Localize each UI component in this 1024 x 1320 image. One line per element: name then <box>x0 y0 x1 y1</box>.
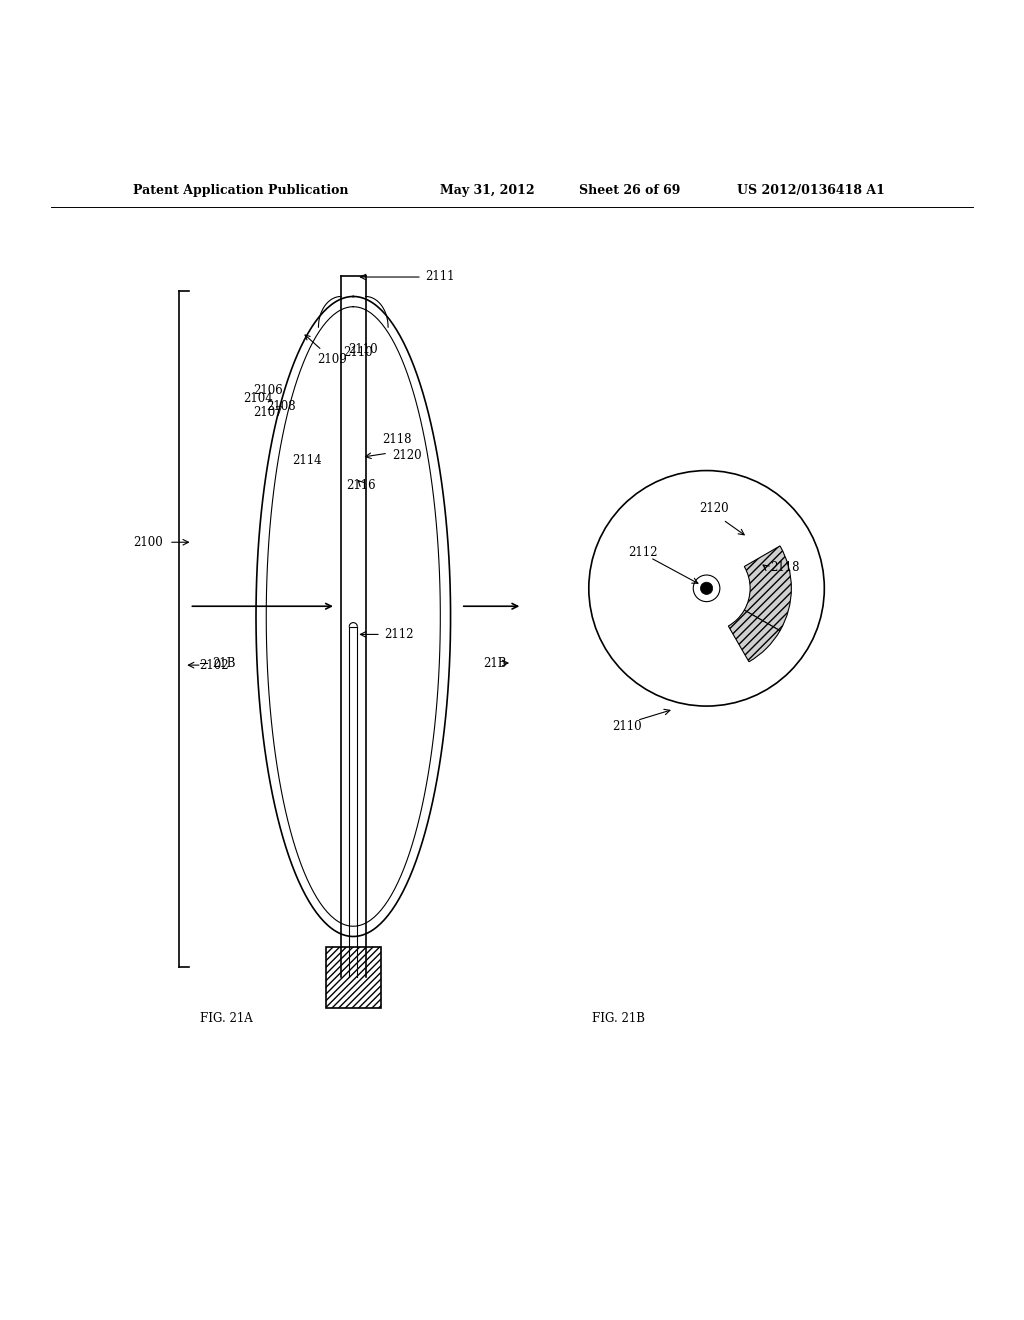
Text: 2110: 2110 <box>348 343 378 356</box>
Text: 2102: 2102 <box>200 659 229 672</box>
Text: 2114: 2114 <box>292 454 322 467</box>
Text: 21B: 21B <box>483 656 507 669</box>
Text: 2110: 2110 <box>343 346 373 359</box>
Text: US 2012/0136418 A1: US 2012/0136418 A1 <box>737 183 885 197</box>
Text: 2118: 2118 <box>770 561 800 574</box>
Text: Patent Application Publication: Patent Application Publication <box>133 183 348 197</box>
Wedge shape <box>744 546 792 631</box>
Text: 2111: 2111 <box>425 269 455 282</box>
Text: 2106: 2106 <box>253 384 283 397</box>
Text: 2110: 2110 <box>612 721 642 733</box>
Text: 21B: 21B <box>212 656 236 669</box>
Wedge shape <box>728 610 780 661</box>
Text: 2108: 2108 <box>266 400 296 413</box>
Text: 2100: 2100 <box>133 536 163 549</box>
Text: 2120: 2120 <box>699 502 729 515</box>
Text: 2120: 2120 <box>392 449 422 462</box>
Text: May 31, 2012: May 31, 2012 <box>440 183 535 197</box>
Text: Sheet 26 of 69: Sheet 26 of 69 <box>579 183 680 197</box>
Text: 2112: 2112 <box>628 546 657 558</box>
FancyBboxPatch shape <box>326 946 381 1008</box>
Circle shape <box>700 582 713 594</box>
Text: FIG. 21A: FIG. 21A <box>200 1012 253 1024</box>
Text: 2104: 2104 <box>243 392 272 405</box>
Text: 2107: 2107 <box>253 405 283 418</box>
Text: FIG. 21B: FIG. 21B <box>592 1012 645 1024</box>
Text: 2116: 2116 <box>346 479 376 492</box>
Text: 2112: 2112 <box>384 628 414 642</box>
Text: 2118: 2118 <box>382 433 412 446</box>
Text: 2109: 2109 <box>305 335 347 366</box>
